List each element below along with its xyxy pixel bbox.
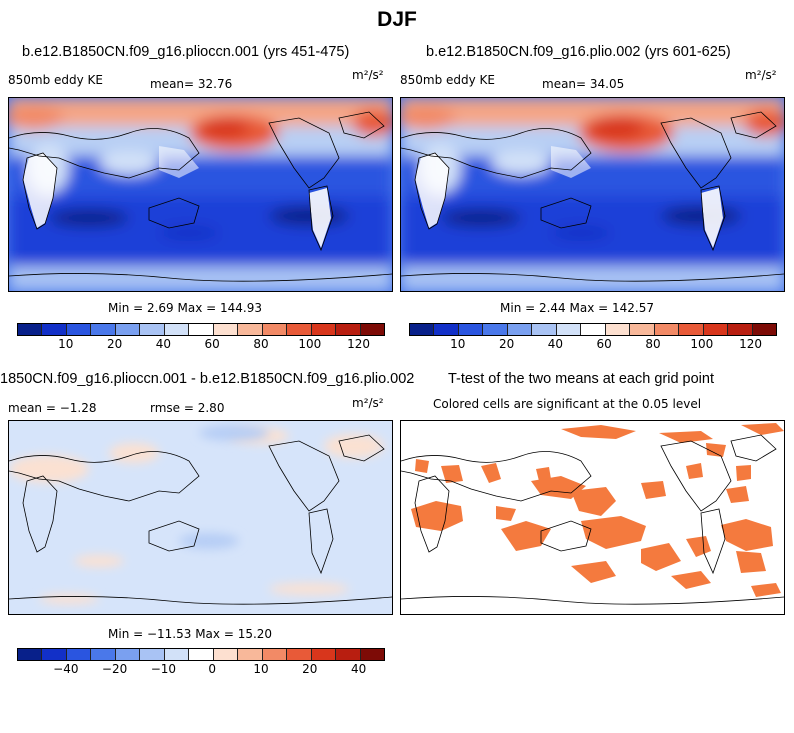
panel1-minmax: Min = 2.69 Max = 144.93	[108, 301, 262, 315]
panel3-units: m²/s²	[352, 396, 384, 410]
panel2-colorbar	[409, 323, 777, 336]
colorbar-tick-label: 120	[739, 337, 763, 351]
panel1-units: m²/s²	[352, 68, 384, 82]
colorbar-cell	[360, 324, 385, 335]
colorbar-cell	[238, 649, 263, 660]
panel3-map-svg	[9, 421, 392, 614]
figure-title: DJF	[377, 8, 417, 31]
colorbar-cell	[605, 324, 631, 335]
colorbar-cell	[213, 324, 239, 335]
panel3-title: 1850CN.f09_g16.plioccn.001 - b.e12.B1850…	[0, 371, 415, 387]
colorbar-cell	[336, 324, 361, 335]
colorbar-cell	[262, 649, 288, 660]
colorbar-cell	[164, 649, 190, 660]
panel3-minmax: Min = −11.53 Max = 15.20	[108, 627, 273, 641]
colorbar-tick-label: 60	[596, 337, 612, 351]
colorbar-cell	[238, 324, 263, 335]
colorbar-cell	[115, 324, 141, 335]
colorbar-cell	[66, 324, 92, 335]
panel2-minmax: Min = 2.44 Max = 142.57	[500, 301, 654, 315]
colorbar-cell	[287, 324, 312, 335]
colorbar-tick-label: 20	[302, 662, 318, 676]
colorbar-tick-label: 20	[498, 337, 515, 351]
panel4-subtitle: Colored cells are significant at the 0.0…	[433, 397, 702, 411]
panel1-variable: 850mb eddy KE	[8, 73, 104, 87]
colorbar-cell	[164, 324, 190, 335]
colorbar-tick-label: 120	[347, 337, 371, 351]
panel1-map	[8, 97, 393, 292]
colorbar-cell	[630, 324, 655, 335]
colorbar-tick-label: 40	[547, 337, 564, 351]
colorbar-tick-label: 0	[208, 662, 217, 676]
panel3-rmse: rmse = 2.80	[150, 401, 225, 415]
colorbar-tick-label: 100	[298, 337, 322, 351]
colorbar-cell	[360, 649, 385, 660]
panel4-title: T-test of the two means at each grid poi…	[448, 371, 714, 387]
colorbar-cell	[115, 649, 141, 660]
colorbar-tick-label: 40	[350, 662, 367, 676]
colorbar-tick-label: 10	[58, 337, 74, 351]
colorbar-cell	[752, 324, 777, 335]
colorbar-tick-label: −40	[53, 662, 79, 676]
colorbar-cell	[18, 649, 43, 660]
colorbar-cell	[728, 324, 753, 335]
colorbar-cell	[679, 324, 704, 335]
colorbar-cell	[336, 649, 361, 660]
panel2-map-svg	[401, 98, 784, 291]
colorbar-tick-label: 10	[253, 662, 269, 676]
colorbar-cell	[654, 324, 680, 335]
panel1-mean: mean= 32.76	[150, 77, 233, 91]
colorbar-cell	[66, 649, 92, 660]
colorbar-cell	[287, 649, 312, 660]
colorbar-tick-label: 80	[645, 337, 661, 351]
colorbar-tick-label: 10	[450, 337, 466, 351]
panel2-mean: mean= 34.05	[542, 77, 625, 91]
panel1-title: b.e12.B1850CN.f09_g16.plioccn.001 (yrs 4…	[22, 44, 350, 60]
colorbar-cell	[42, 649, 67, 660]
colorbar-cell	[140, 649, 165, 660]
colorbar-tick-label: 40	[155, 337, 172, 351]
panel2-map	[400, 97, 785, 292]
panel4-map-svg	[401, 423, 784, 605]
colorbar-cell	[703, 324, 729, 335]
panel3-colorbar	[17, 648, 385, 661]
colorbar-cell	[91, 324, 116, 335]
colorbar-cell	[434, 324, 459, 335]
colorbar-cell	[18, 324, 43, 335]
panel2-variable: 850mb eddy KE	[400, 73, 496, 87]
panel1-colorbar	[17, 323, 385, 336]
colorbar-cell	[262, 324, 288, 335]
colorbar-tick-label: −20	[101, 662, 128, 676]
panel2-units: m²/s²	[745, 68, 777, 82]
colorbar-cell	[311, 324, 337, 335]
panel3-mean: mean = −1.28	[8, 401, 97, 415]
colorbar-tick-label: −10	[150, 662, 177, 676]
colorbar-tick-label: 20	[106, 337, 123, 351]
colorbar-tick-label: 100	[690, 337, 714, 351]
colorbar-cell	[410, 324, 435, 335]
colorbar-cell	[458, 324, 484, 335]
panel4-map	[400, 420, 785, 615]
colorbar-tick-label: 80	[253, 337, 269, 351]
colorbar-cell	[507, 324, 533, 335]
colorbar-cell	[213, 649, 239, 660]
colorbar-cell	[532, 324, 557, 335]
panel1-map-svg	[9, 98, 392, 291]
panel2-title: b.e12.B1850CN.f09_g16.plio.002 (yrs 601-…	[426, 44, 731, 60]
colorbar-tick-label: 60	[204, 337, 220, 351]
colorbar-cell	[556, 324, 582, 335]
colorbar-cell	[311, 649, 337, 660]
colorbar-cell	[140, 324, 165, 335]
colorbar-cell	[581, 324, 606, 335]
colorbar-cell	[91, 649, 116, 660]
panel3-map	[8, 420, 393, 615]
colorbar-cell	[483, 324, 508, 335]
colorbar-cell	[42, 324, 67, 335]
colorbar-cell	[189, 324, 214, 335]
colorbar-cell	[189, 649, 214, 660]
